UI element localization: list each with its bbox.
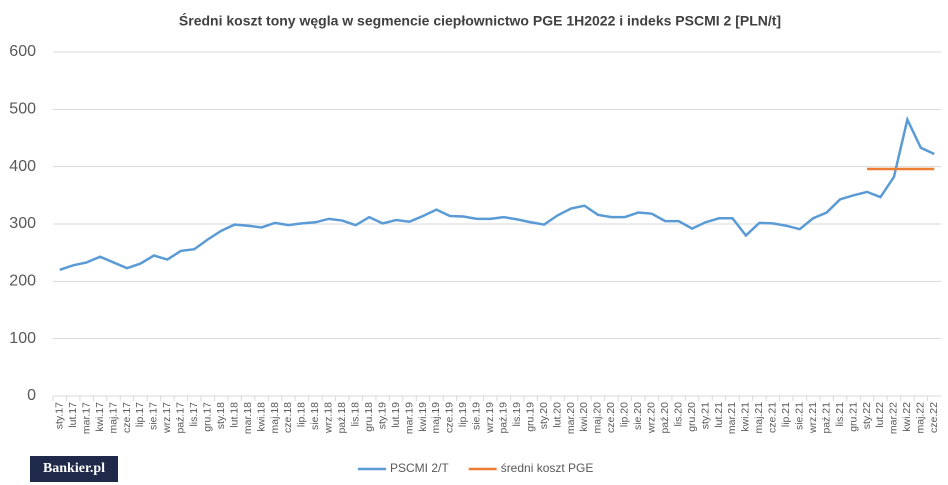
x-tick-label: wrz.17 (161, 402, 173, 434)
x-tick-label: wrz.19 (484, 402, 496, 434)
y-tick-label: 300 (9, 215, 36, 232)
x-tick-label: kwi.18 (255, 402, 267, 432)
x-tick-label: sty.19 (376, 402, 388, 429)
x-tick-label: lis.20 (672, 402, 684, 427)
x-tick-label: sie.17 (148, 402, 160, 430)
x-tick-label: mar.20 (565, 402, 577, 434)
x-tick-label: paź.18 (336, 402, 348, 434)
x-tick-label: sie.19 (471, 402, 483, 430)
logo-box (30, 456, 118, 482)
x-tick-label: maj.18 (269, 402, 281, 434)
x-tick-label: lis.17 (188, 402, 200, 427)
x-tick-label: sty.17 (54, 402, 66, 429)
x-tick-label: maj.17 (107, 402, 119, 434)
x-tick-label: lis.21 (834, 402, 846, 427)
y-tick-label: 100 (9, 330, 36, 347)
x-tick-label: cze.21 (767, 402, 779, 433)
legend-label: średni koszt PGE (501, 461, 594, 475)
series-line (59, 115, 935, 272)
x-tick-label: kwi.22 (901, 402, 913, 432)
x-tick-label: lut.18 (228, 402, 240, 428)
logo: Bankier.pl (43, 461, 105, 476)
legend-label: PSCMI 2/T (390, 461, 449, 475)
x-tick-label: kwi.21 (740, 402, 752, 432)
x-tick-label: gru.20 (686, 402, 698, 432)
x-tick-label: mar.19 (403, 402, 415, 434)
y-tick-label: 600 (9, 43, 36, 60)
x-tick-label: sty.22 (861, 402, 873, 429)
x-tick-label: cze.19 (444, 402, 456, 433)
x-tick-label: sty.20 (538, 402, 550, 429)
x-tick-label: lut.19 (390, 402, 402, 428)
x-tick-label: sie.21 (794, 402, 806, 430)
x-tick-label: wrz.18 (323, 402, 335, 434)
x-tick-label: mar.18 (242, 402, 254, 434)
x-tick-label: lis.18 (350, 402, 362, 427)
x-tick-label: cze.22 (928, 402, 940, 433)
x-tick-label: lut.22 (874, 402, 886, 428)
x-tick-label: paź.21 (820, 402, 832, 434)
x-tick-label: kwi.19 (417, 402, 429, 432)
x-tick-label: paź.17 (175, 402, 187, 434)
x-tick-label: cze.18 (282, 402, 294, 433)
x-tick-label: maj.22 (915, 402, 927, 434)
x-tick-label: lip.19 (457, 402, 469, 427)
x-tick-label: lip.17 (134, 402, 146, 427)
x-tick-label: mar.21 (726, 402, 738, 434)
y-tick-label: 500 (9, 101, 36, 118)
x-tick-label: lis.19 (511, 402, 523, 427)
chart-title: Średni koszt tony węgla w segmencie ciep… (179, 12, 781, 29)
x-tick-label: kwi.17 (94, 402, 106, 432)
x-tick-label: lip.18 (296, 402, 308, 427)
x-tick-label: wrz.20 (646, 402, 658, 434)
y-tick-label: 200 (9, 273, 36, 290)
x-tick-label: gru.18 (363, 402, 375, 432)
x-tick-label: lut.20 (551, 402, 563, 428)
x-tick-label: paź.19 (498, 402, 510, 434)
x-tick-label: lut.17 (67, 402, 79, 428)
x-tick-label: sie.20 (632, 402, 644, 430)
x-tick-label: cze.17 (121, 402, 133, 433)
y-tick-label: 0 (27, 387, 36, 404)
x-tick-label: sty.18 (215, 402, 227, 429)
x-tick-label: lip.20 (619, 402, 631, 427)
x-tick-label: gru.17 (202, 402, 214, 432)
x-tick-label: cze.20 (605, 402, 617, 433)
x-tick-label: sty.21 (699, 402, 711, 429)
x-tick-label: kwi.20 (578, 402, 590, 432)
x-tick-label: mar.22 (888, 402, 900, 434)
x-tick-label: gru.19 (524, 402, 536, 432)
x-tick-label: maj.20 (592, 402, 604, 434)
x-tick-label: mar.17 (80, 402, 92, 434)
x-tick-label: wrz.21 (807, 402, 819, 434)
x-tick-label: lip.21 (780, 402, 792, 427)
x-tick-label: gru.21 (847, 402, 859, 432)
x-tick-label: maj.19 (430, 402, 442, 434)
x-tick-label: paź.20 (659, 402, 671, 434)
x-tick-label: maj.21 (753, 402, 765, 434)
x-tick-label: lut.21 (713, 402, 725, 428)
x-tick-label: sie.18 (309, 402, 321, 430)
y-tick-label: 400 (9, 158, 36, 175)
